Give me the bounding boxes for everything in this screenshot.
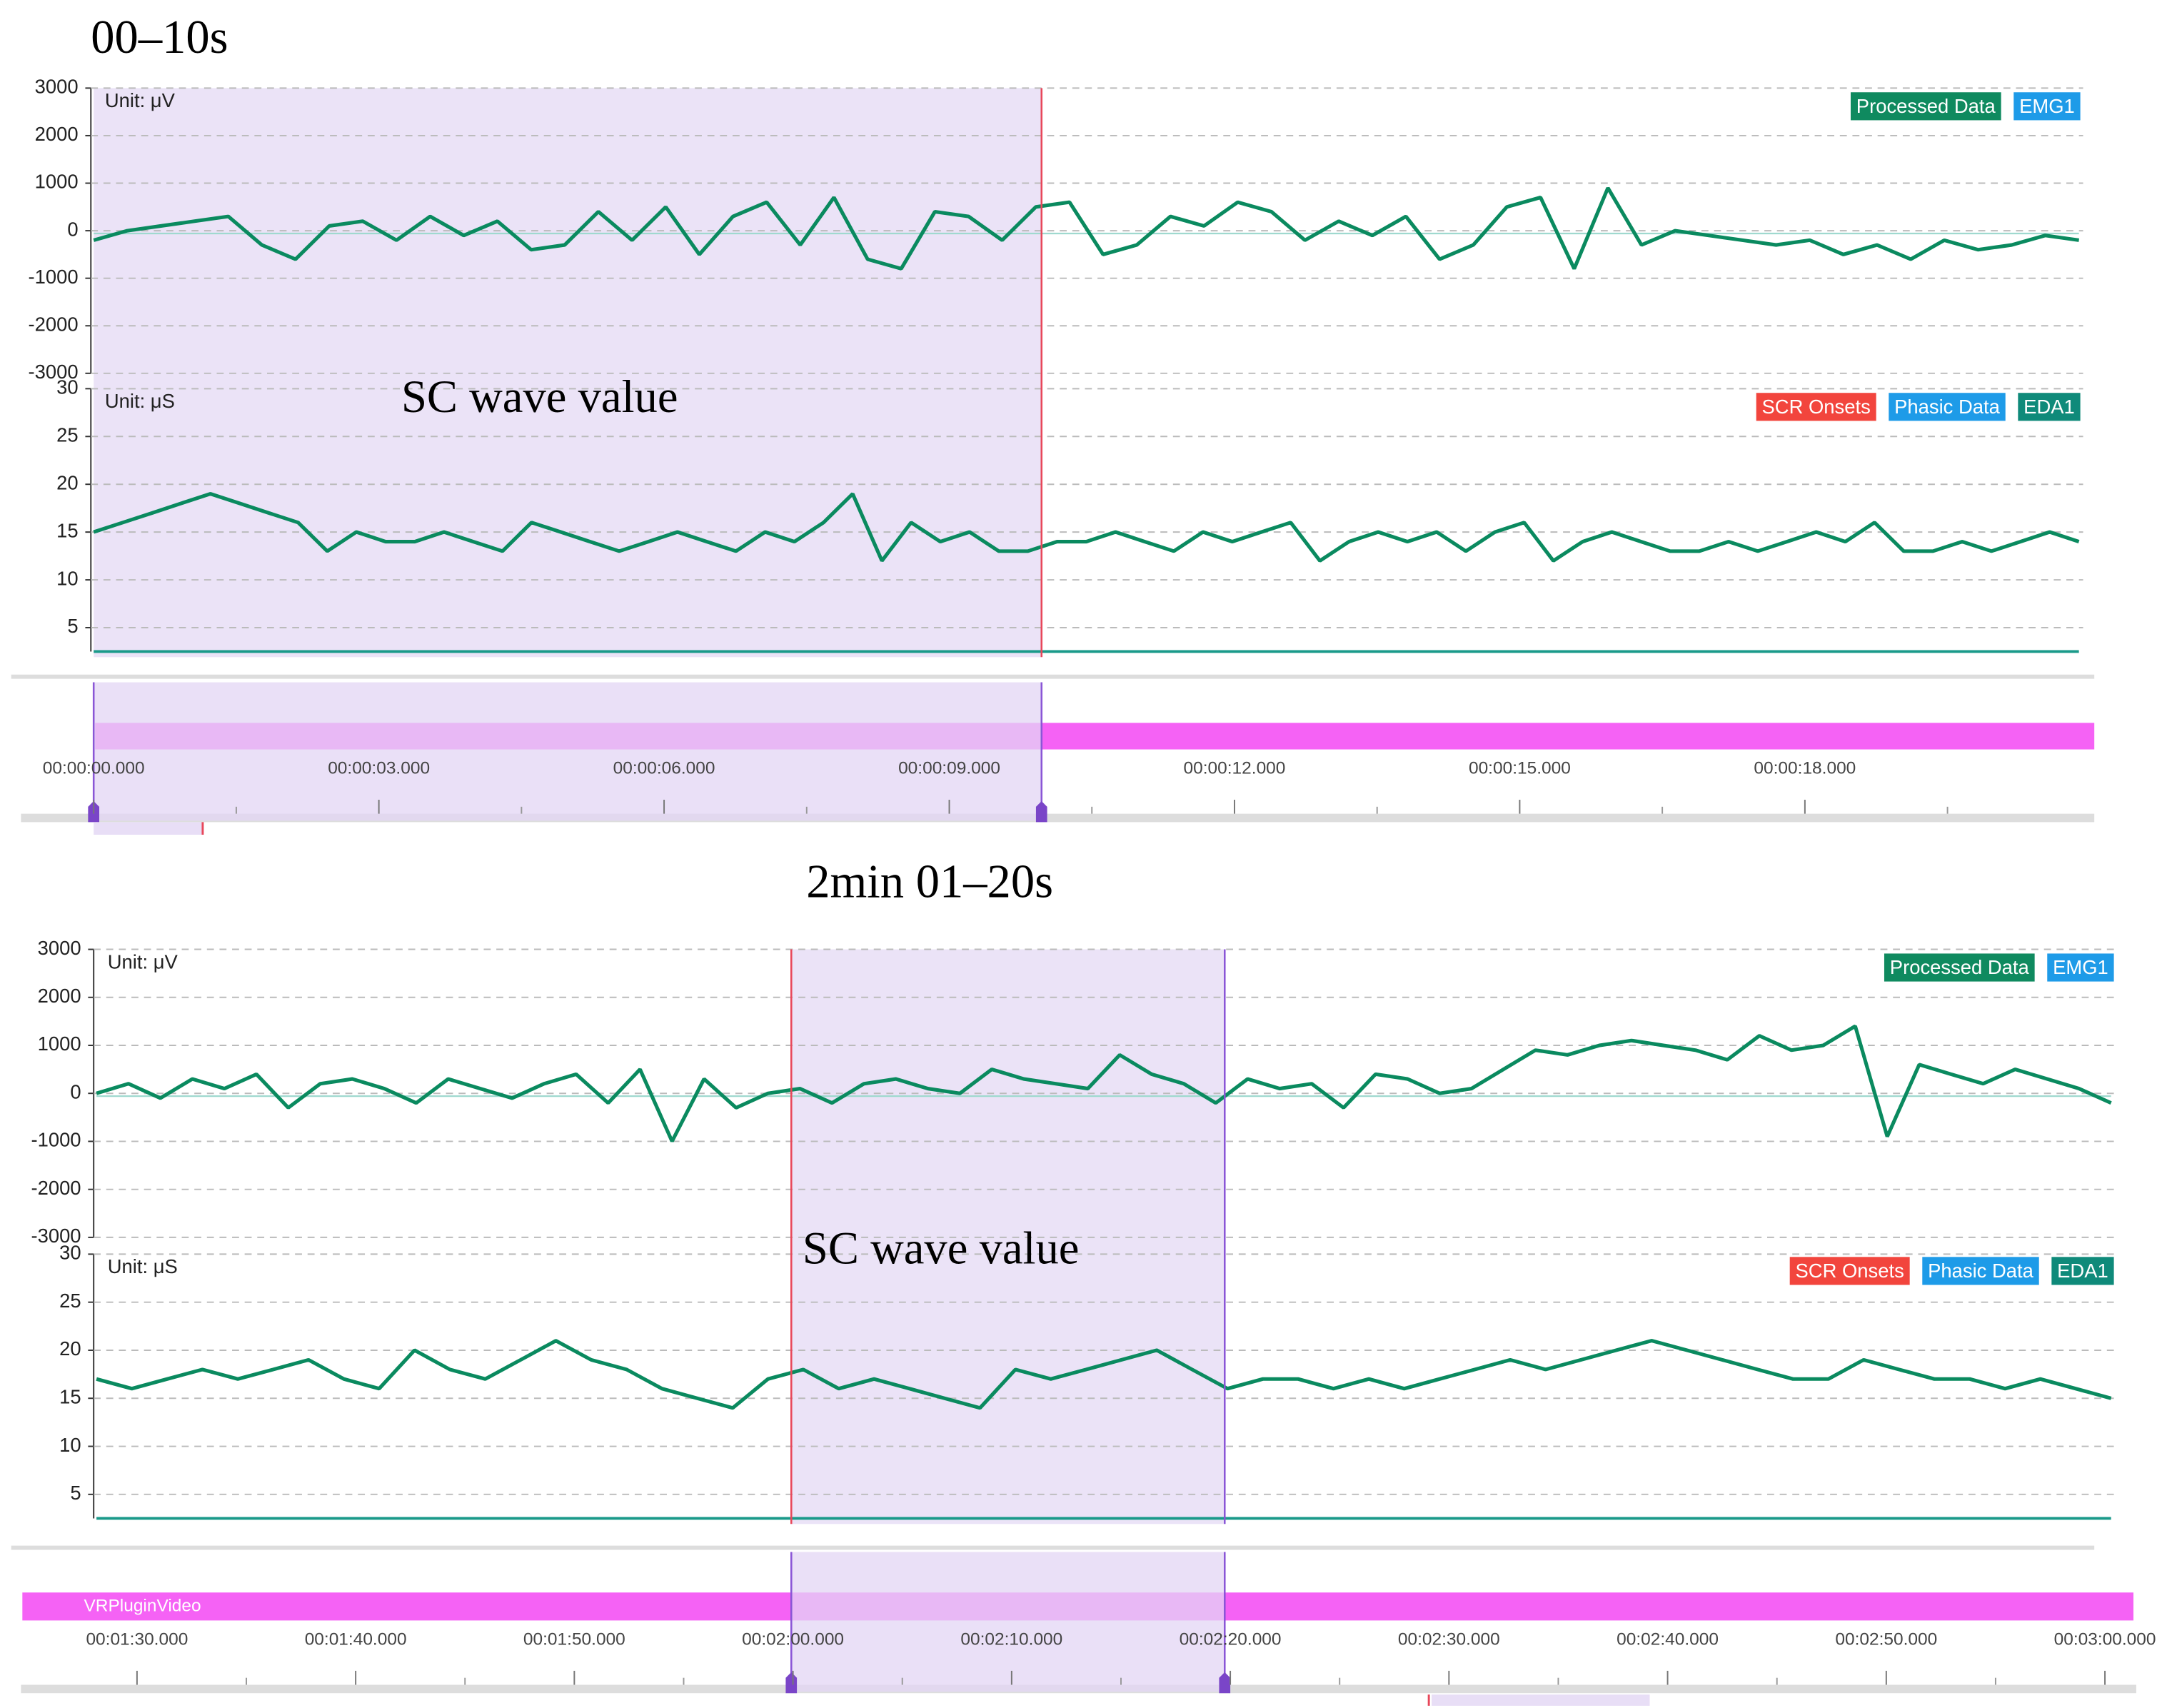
signal-trace <box>96 1339 2112 1410</box>
legend-swatch <box>1850 92 2001 121</box>
legend-label: EDA1 <box>2057 1260 2108 1282</box>
y-tick-label: 2000 <box>38 985 81 1007</box>
legend-swatch <box>2013 92 2081 121</box>
unit-label: Unit: μV <box>105 89 176 111</box>
legend-label: Processed Data <box>1856 95 1996 117</box>
time-label: 00:02:20.000 <box>1180 1629 1282 1649</box>
y-tick-label: 15 <box>56 519 78 541</box>
overview-selection <box>1432 1694 1650 1706</box>
time-label: 00:01:50.000 <box>523 1629 625 1649</box>
y-tick-label: 30 <box>56 376 78 398</box>
time-label: 00:00:15.000 <box>1469 758 1571 778</box>
time-label: 00:02:30.000 <box>1398 1629 1500 1649</box>
legend-swatch <box>2018 393 2081 421</box>
timeline-selection <box>94 682 1042 821</box>
time-label: 00:00:12.000 <box>1184 758 1286 778</box>
time-label: 00:02:00.000 <box>742 1629 844 1649</box>
y-tick-label: 30 <box>59 1242 81 1264</box>
time-label: 00:01:30.000 <box>86 1629 188 1649</box>
y-tick-label: 2000 <box>35 123 79 145</box>
y-tick-label: -1000 <box>29 266 79 288</box>
legend-item: SCR Onsets <box>1756 393 1876 421</box>
legend-label: Phasic Data <box>1894 396 2001 418</box>
y-tick-label: -3000 <box>31 1225 81 1247</box>
time-label: 00:00:00.000 <box>43 758 145 778</box>
legend-label: Phasic Data <box>1928 1260 2034 1282</box>
y-tick-label: 1000 <box>38 1033 81 1055</box>
y-tick-label: -2000 <box>29 313 79 335</box>
legend-swatch <box>1889 393 2006 421</box>
legend-label: EDA1 <box>2023 396 2075 418</box>
time-label: 00:00:06.000 <box>613 758 715 778</box>
legend-item: Phasic Data <box>1889 393 2006 421</box>
unit-label: Unit: μS <box>108 1255 178 1277</box>
legend-swatch <box>1884 953 2035 982</box>
y-tick-label: 3000 <box>38 937 81 959</box>
y-tick-label: 3000 <box>35 76 79 98</box>
time-label: 00:00:03.000 <box>328 758 430 778</box>
y-tick-label: 5 <box>67 615 78 637</box>
legend-label: SCR Onsets <box>1796 1260 1904 1282</box>
y-tick-label: 20 <box>59 1337 81 1360</box>
legend-item: EDA1 <box>2051 1257 2114 1285</box>
y-tick-label: 15 <box>59 1385 81 1407</box>
y-tick-label: 0 <box>70 1080 81 1102</box>
panel-title: 2min 01–20s <box>806 856 1053 908</box>
legend-swatch <box>1922 1257 2039 1285</box>
legend-item: EDA1 <box>2018 393 2081 421</box>
track-label: VRPluginVideo <box>84 1596 201 1615</box>
legend-item: EMG1 <box>2047 953 2114 982</box>
legend-swatch <box>2051 1257 2114 1285</box>
time-label: 00:02:40.000 <box>1617 1629 1719 1649</box>
time-label: 00:03:00.000 <box>2054 1629 2156 1649</box>
legend-swatch <box>1789 1257 1910 1285</box>
legend-item: EMG1 <box>2013 92 2081 121</box>
legend-item: SCR Onsets <box>1789 1257 1910 1285</box>
legend-item: Phasic Data <box>1922 1257 2039 1285</box>
time-label: 00:00:09.000 <box>898 758 1000 778</box>
signal-trace <box>93 492 2080 563</box>
unit-label: Unit: μS <box>105 390 175 412</box>
y-tick-label: 10 <box>56 567 78 589</box>
signal-trace <box>93 186 2079 271</box>
timeline-selection <box>791 1552 1225 1692</box>
annotation: SC wave value <box>401 371 678 422</box>
signal-trace <box>96 1024 2112 1142</box>
time-label: 00:02:10.000 <box>960 1629 1062 1649</box>
y-tick-label: 25 <box>59 1290 81 1312</box>
y-tick-label: 25 <box>56 424 78 446</box>
y-tick-label: -1000 <box>31 1129 81 1151</box>
legend-swatch <box>1756 393 1876 421</box>
panel-title: 00–10s <box>91 11 228 64</box>
selection-handle <box>1035 800 1047 823</box>
y-tick-label: 1000 <box>35 171 79 193</box>
legend-item: Processed Data <box>1850 92 2001 121</box>
legend-label: EMG1 <box>2053 956 2108 978</box>
legend-label: Processed Data <box>1890 956 2030 978</box>
y-tick-label: 20 <box>56 471 78 493</box>
legend-label: SCR Onsets <box>1762 396 1871 418</box>
time-label: 00:02:50.000 <box>1835 1629 1937 1649</box>
annotation: SC wave value <box>803 1222 1080 1273</box>
legend-item: Processed Data <box>1884 953 2035 982</box>
gray-track <box>21 813 2095 823</box>
y-tick-label: -3000 <box>29 361 79 383</box>
y-tick-label: 5 <box>70 1482 81 1504</box>
time-label: 00:00:18.000 <box>1754 758 1856 778</box>
legend-swatch <box>2047 953 2114 982</box>
legend-label: EMG1 <box>2019 95 2075 117</box>
overview-selection <box>94 822 203 835</box>
unit-label: Unit: μV <box>108 950 179 973</box>
selection-handle <box>1219 1672 1231 1694</box>
time-label: 00:01:40.000 <box>305 1629 407 1649</box>
y-tick-label: 10 <box>59 1434 81 1456</box>
y-tick-label: 0 <box>67 218 78 240</box>
selection-handle <box>785 1672 798 1694</box>
y-tick-label: -2000 <box>31 1177 81 1199</box>
